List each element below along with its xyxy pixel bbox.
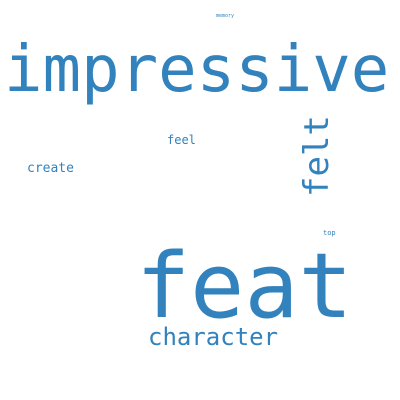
word-felt: felt (297, 115, 337, 197)
word-character: character (148, 323, 279, 351)
word-feat: feat (136, 234, 353, 339)
word-feel: feel (167, 133, 196, 147)
word-impressive: impressive (4, 33, 390, 107)
word-create: create (27, 161, 74, 176)
word-top: top (323, 229, 336, 237)
word-memory: memory (216, 13, 235, 19)
